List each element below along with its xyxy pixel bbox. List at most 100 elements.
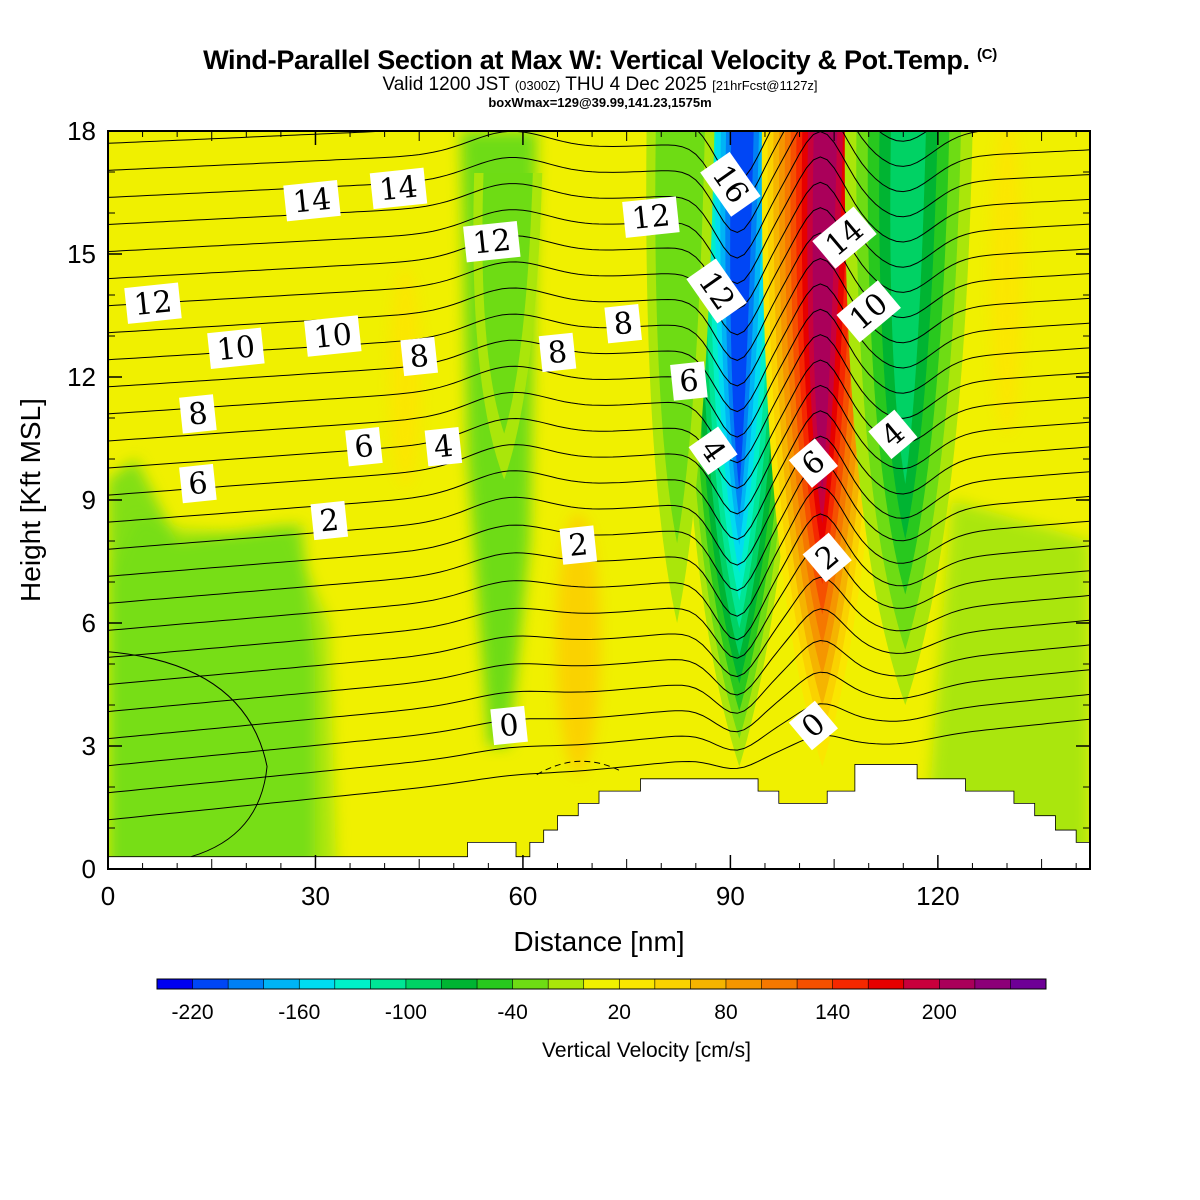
theta-contour-line <box>108 545 1090 659</box>
contour-label-text: 6 <box>353 429 376 466</box>
theta-contour-line <box>108 486 1090 617</box>
contour-label-box <box>310 500 349 541</box>
contour-label-text: 14 <box>378 169 420 208</box>
contour-label-22: 2 <box>310 500 349 541</box>
colorbar-swatch <box>619 979 656 989</box>
theta-contour-dashed <box>536 760 620 776</box>
x-tick-label: 60 <box>508 881 537 911</box>
contour-label-text: 6 <box>187 466 210 503</box>
contour-label-box <box>604 304 642 344</box>
y-tick-label: 15 <box>67 239 96 269</box>
contour-label-17: 4 <box>424 427 463 467</box>
x-tick-label: 90 <box>716 881 745 911</box>
theta-contour-line <box>108 693 1090 794</box>
colorbar-swatch <box>725 979 763 989</box>
colorbar-swatch <box>761 979 798 989</box>
contour-label-text: 6 <box>678 363 701 400</box>
contour-label-box <box>622 196 680 238</box>
theta-contour-line <box>108 181 1090 310</box>
theta-contour-line <box>108 283 1090 413</box>
contour-label-text: 12 <box>471 223 513 262</box>
theta-contour-line <box>108 131 987 208</box>
contour-label-12: 8 <box>538 332 577 373</box>
contour-label-text: 10 <box>215 329 257 368</box>
colorbar-tick-label: 20 <box>608 1001 631 1024</box>
contour-label-7: 12 <box>124 282 182 324</box>
theta-contours <box>108 131 1090 858</box>
contour-label-15: 8 <box>179 394 217 434</box>
colorbar-swatch <box>1010 979 1047 989</box>
weak-sink-east-low <box>924 500 1090 869</box>
contour-label-box <box>283 179 341 222</box>
contour-label-text: 2 <box>567 527 590 564</box>
theta-contour-line <box>108 131 1090 234</box>
theta-contour-line <box>108 232 1090 361</box>
contour-label-3: 12 <box>622 196 680 238</box>
colorbar-title: Vertical Velocity [cm/s] <box>542 1039 751 1062</box>
contour-label-2: 12 <box>463 220 521 263</box>
contour-label-box <box>700 151 761 217</box>
contour-label-1: 14 <box>369 167 428 210</box>
colorbar-tick-label: -220 <box>172 1001 214 1024</box>
contour-label-box <box>688 426 738 476</box>
contour-label-box <box>812 206 877 269</box>
contour-label-13: 8 <box>604 304 642 344</box>
theta-contour-line <box>108 410 1090 541</box>
contour-label-box <box>124 282 182 324</box>
contour-label-text: 8 <box>187 396 210 433</box>
x-tick-label: 120 <box>916 881 959 911</box>
chart-title-text: Wind-Parallel Section at Max W: Vertical… <box>203 45 970 75</box>
contour-label-box <box>424 427 463 467</box>
contour-label-box <box>538 332 577 373</box>
y-tick-label: 18 <box>67 116 96 146</box>
terrain-mask <box>108 764 1090 869</box>
colorbar-swatch <box>263 979 300 989</box>
terrain-profile <box>108 764 1090 869</box>
velocity-band <box>730 131 754 491</box>
colorbar-swatch <box>441 979 478 989</box>
contour-label-box <box>369 167 428 210</box>
colorbar-swatch <box>334 979 371 989</box>
contour-label-11: 8 <box>400 336 438 377</box>
colorbar-swatch <box>583 979 620 989</box>
theta-contour-line <box>108 608 1090 713</box>
colorbar-tick-label: 200 <box>922 1001 957 1024</box>
contour-label-box <box>207 327 265 370</box>
velocity-band <box>890 131 926 484</box>
theta-contour-line <box>108 334 1090 464</box>
colorbar-swatch <box>868 979 905 989</box>
contour-label-box <box>686 258 747 324</box>
colorbar-swatch <box>370 979 407 989</box>
colorbar-swatch <box>157 979 194 989</box>
colorbar-swatch <box>797 979 834 989</box>
contour-label-box <box>559 525 598 565</box>
contour-label-box <box>788 700 838 751</box>
colorbar-tick-label: -40 <box>497 1001 527 1024</box>
colorbar-swatch <box>903 979 940 989</box>
contour-label-box <box>179 463 217 504</box>
weak-rise-mid <box>389 267 422 487</box>
contour-label-box <box>490 705 528 746</box>
theta-contour-line <box>108 257 1090 387</box>
colorbar-swatch <box>654 979 691 989</box>
theta-contour-line <box>108 639 1090 740</box>
colorbar-tick-label: -100 <box>385 1001 427 1024</box>
x-axis-title: Distance [nm] <box>513 926 684 957</box>
copyright-mark: (C) <box>976 46 997 63</box>
contour-label-9: 10 <box>304 315 362 357</box>
contour-label-text: 0 <box>498 708 521 745</box>
contour-label-box <box>836 280 901 343</box>
valid-prefix: Valid 1200 JST <box>382 74 510 95</box>
theta-contour-line <box>108 669 1090 767</box>
contour-label-text: 8 <box>612 306 635 343</box>
contour-label-box <box>304 315 362 357</box>
theta-contour-line <box>108 718 1090 821</box>
contour-label-14: 6 <box>670 361 708 401</box>
weak-rise-east <box>991 131 1024 435</box>
box-info: boxWmax=129@39.99,141.23,1575m <box>488 95 712 110</box>
contour-label-text: 10 <box>312 317 354 356</box>
colorbar-swatch <box>939 979 976 989</box>
contour-label-21: 6 <box>179 463 217 504</box>
